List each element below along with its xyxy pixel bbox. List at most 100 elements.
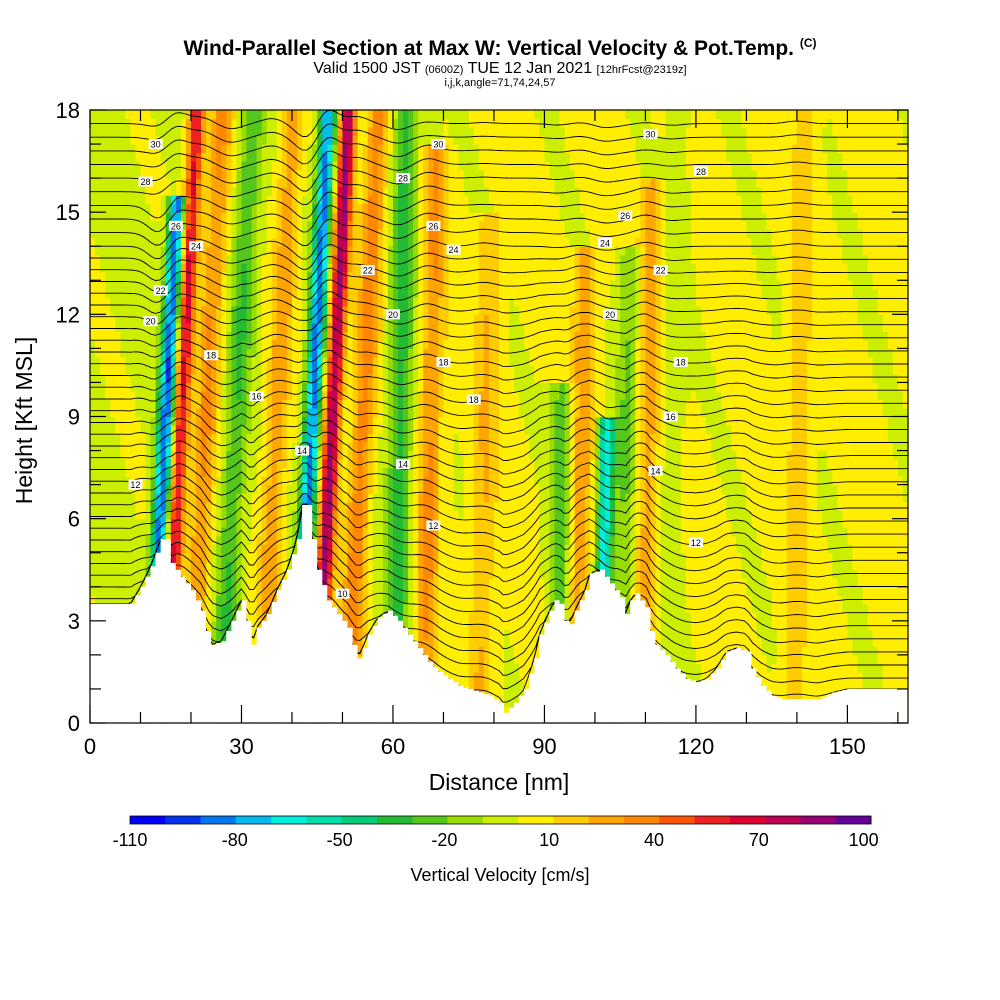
field-cell: [367, 288, 374, 298]
field-cell: [382, 476, 389, 486]
field-cell: [145, 407, 152, 418]
field-cell: [352, 527, 359, 537]
field-cell: [413, 237, 419, 247]
field-cell: [392, 254, 399, 264]
field-cell: [95, 467, 101, 477]
field-cell: [352, 314, 359, 324]
field-cell: [155, 118, 162, 128]
field-cell: [221, 586, 227, 596]
field-cell: [135, 271, 142, 281]
field-cell: [256, 484, 263, 494]
field-cell: [266, 203, 273, 213]
field-cell: [130, 118, 137, 128]
field-cell: [271, 127, 278, 137]
field-cell: [251, 467, 258, 477]
field-cell: [271, 297, 278, 307]
field-cell: [372, 501, 379, 511]
field-cell: [170, 195, 177, 205]
field-cell: [271, 433, 278, 443]
field-cell: [165, 144, 172, 154]
field-cell: [297, 373, 303, 384]
field-cell: [372, 390, 379, 401]
field-cell: [190, 186, 197, 196]
field-cell: [170, 144, 177, 154]
field-cell: [423, 637, 429, 647]
field-cell: [392, 586, 399, 596]
field-cell: [367, 450, 374, 460]
field-cell: [90, 561, 96, 571]
field-cell: [135, 297, 142, 307]
field-cell: [105, 118, 111, 128]
field-cell: [271, 280, 278, 290]
field-cell: [357, 288, 364, 298]
field-cell: [145, 373, 152, 384]
field-cell: [307, 407, 313, 418]
field-cell: [231, 467, 238, 477]
field-cell: [312, 331, 318, 341]
field-cell: [145, 544, 152, 554]
field-cell: [241, 110, 248, 120]
field-cell: [115, 442, 121, 452]
field-cell: [281, 552, 288, 562]
field-cell: [175, 144, 182, 154]
field-cell: [160, 425, 167, 435]
field-cell: [271, 442, 278, 452]
field-cell: [100, 467, 106, 477]
field-cell: [382, 442, 389, 452]
field-cell: [140, 322, 147, 332]
field-cell: [175, 169, 182, 179]
field-cell: [408, 314, 414, 324]
field-cell: [185, 535, 192, 545]
field-cell: [428, 407, 434, 418]
field-cell: [357, 161, 364, 171]
field-cell: [120, 518, 126, 528]
field-cell: [291, 144, 298, 154]
field-cell: [226, 237, 232, 247]
field-cell: [433, 246, 440, 256]
field-cell: [377, 331, 384, 341]
field-cell: [281, 110, 288, 120]
field-cell: [281, 229, 288, 239]
field-cell: [382, 561, 389, 571]
field-cell: [175, 178, 182, 188]
field-cell: [357, 305, 364, 315]
field-cell: [423, 305, 429, 315]
field-cell: [382, 569, 389, 579]
field-cell: [145, 356, 152, 367]
field-cell: [125, 297, 131, 307]
field-cell: [231, 476, 238, 486]
field-cell: [327, 331, 333, 341]
field-cell: [403, 254, 409, 264]
field-cell: [246, 237, 253, 247]
field-cell: [226, 518, 232, 528]
field-cell: [241, 297, 248, 307]
field-cell: [190, 127, 197, 137]
field-cell: [312, 348, 318, 358]
field-cell: [231, 390, 238, 401]
field-cell: [317, 356, 323, 367]
field-cell: [362, 612, 369, 622]
field-cell: [403, 595, 409, 605]
field-cell: [271, 535, 278, 545]
field-cell: [418, 569, 424, 579]
field-cell: [408, 144, 414, 154]
field-cell: [418, 365, 424, 375]
field-cell: [231, 399, 238, 409]
field-cell: [302, 365, 308, 375]
field-cell: [135, 314, 142, 324]
field-cell: [297, 161, 303, 171]
field-cell: [130, 220, 137, 230]
field-cell: [190, 322, 197, 332]
field-cell: [423, 399, 429, 409]
field-cell: [190, 382, 197, 392]
field-cell: [246, 382, 253, 392]
field-cell: [246, 331, 253, 341]
field-cell: [211, 535, 217, 545]
field-cell: [261, 152, 268, 162]
field-cell: [342, 416, 349, 426]
field-cell: [382, 578, 389, 588]
field-cell: [307, 425, 313, 435]
field-cell: [297, 127, 303, 137]
field-cell: [266, 518, 273, 528]
field-cell: [246, 144, 253, 154]
